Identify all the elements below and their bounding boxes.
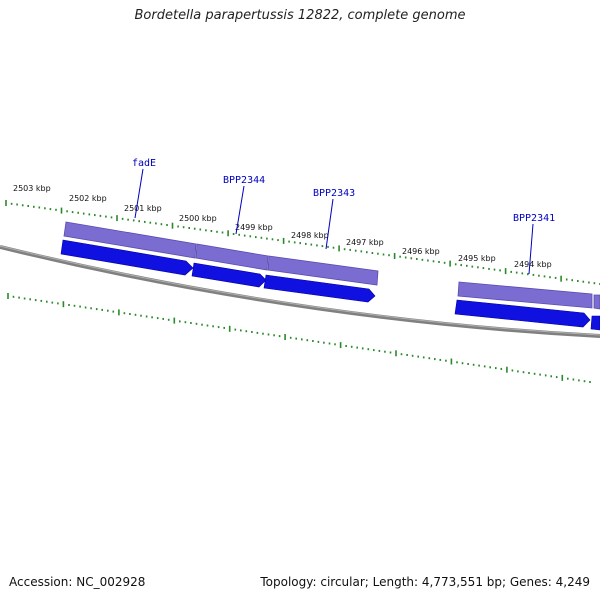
gene-labels: fadE BPP2344 BPP2343 BPP2341	[132, 158, 555, 224]
scale-label: 2495 kbp	[458, 254, 496, 263]
scale-label: 2494 kbp	[514, 260, 552, 269]
scale-label: 2501 kbp	[124, 204, 162, 213]
gene-arrow-fade	[60, 239, 194, 276]
gene-feature-fade	[63, 221, 197, 259]
accession-text: Accession: NC_002928	[9, 575, 146, 589]
scale-label: 2498 kbp	[291, 231, 329, 240]
gene-label[interactable]: BPP2344	[223, 175, 265, 186]
gene-label[interactable]: fadE	[132, 158, 156, 169]
gene-arrow-track	[60, 239, 600, 331]
gene-arrow-bpp2344	[191, 262, 267, 288]
scale-labels: 2503 kbp 2502 kbp 2501 kbp 2500 kbp 2499…	[13, 184, 552, 269]
leader-bpp2344	[235, 185, 245, 235]
inner-scale-ticks	[7, 293, 591, 383]
gene-feature-next	[593, 294, 600, 310]
outer-scale-ticks	[5, 200, 600, 285]
gene-feature-track	[63, 221, 600, 310]
gene-arrow-next	[590, 315, 600, 331]
gene-label[interactable]: BPP2341	[513, 213, 555, 224]
genome-summary-text: Topology: circular; Length: 4,773,551 bp…	[260, 575, 590, 589]
scale-label: 2503 kbp	[13, 184, 51, 193]
scale-label: 2500 kbp	[179, 214, 217, 223]
gene-feature-bpp2341	[457, 281, 593, 309]
genome-backbone-highlight	[0, 245, 600, 336]
gene-arrow-bpp2343	[263, 274, 376, 303]
leader-bpp2343	[325, 198, 334, 250]
leader-fade	[134, 168, 144, 219]
scale-label: 2497 kbp	[346, 238, 384, 247]
scale-label: 2499 kbp	[235, 223, 273, 232]
gene-feature-bpp2343	[267, 255, 379, 286]
gene-label-leaders	[134, 168, 534, 275]
map-title: Bordetella parapertussis 12822, complete…	[134, 8, 466, 23]
scale-label: 2496 kbp	[402, 247, 440, 256]
gene-label[interactable]: BPP2343	[313, 188, 355, 199]
gene-arrow-bpp2341	[454, 299, 591, 328]
scale-label: 2502 kbp	[69, 194, 107, 203]
genome-backbone	[0, 245, 600, 338]
gene-feature-bpp2344	[195, 243, 269, 271]
leader-bpp2341	[528, 223, 534, 275]
